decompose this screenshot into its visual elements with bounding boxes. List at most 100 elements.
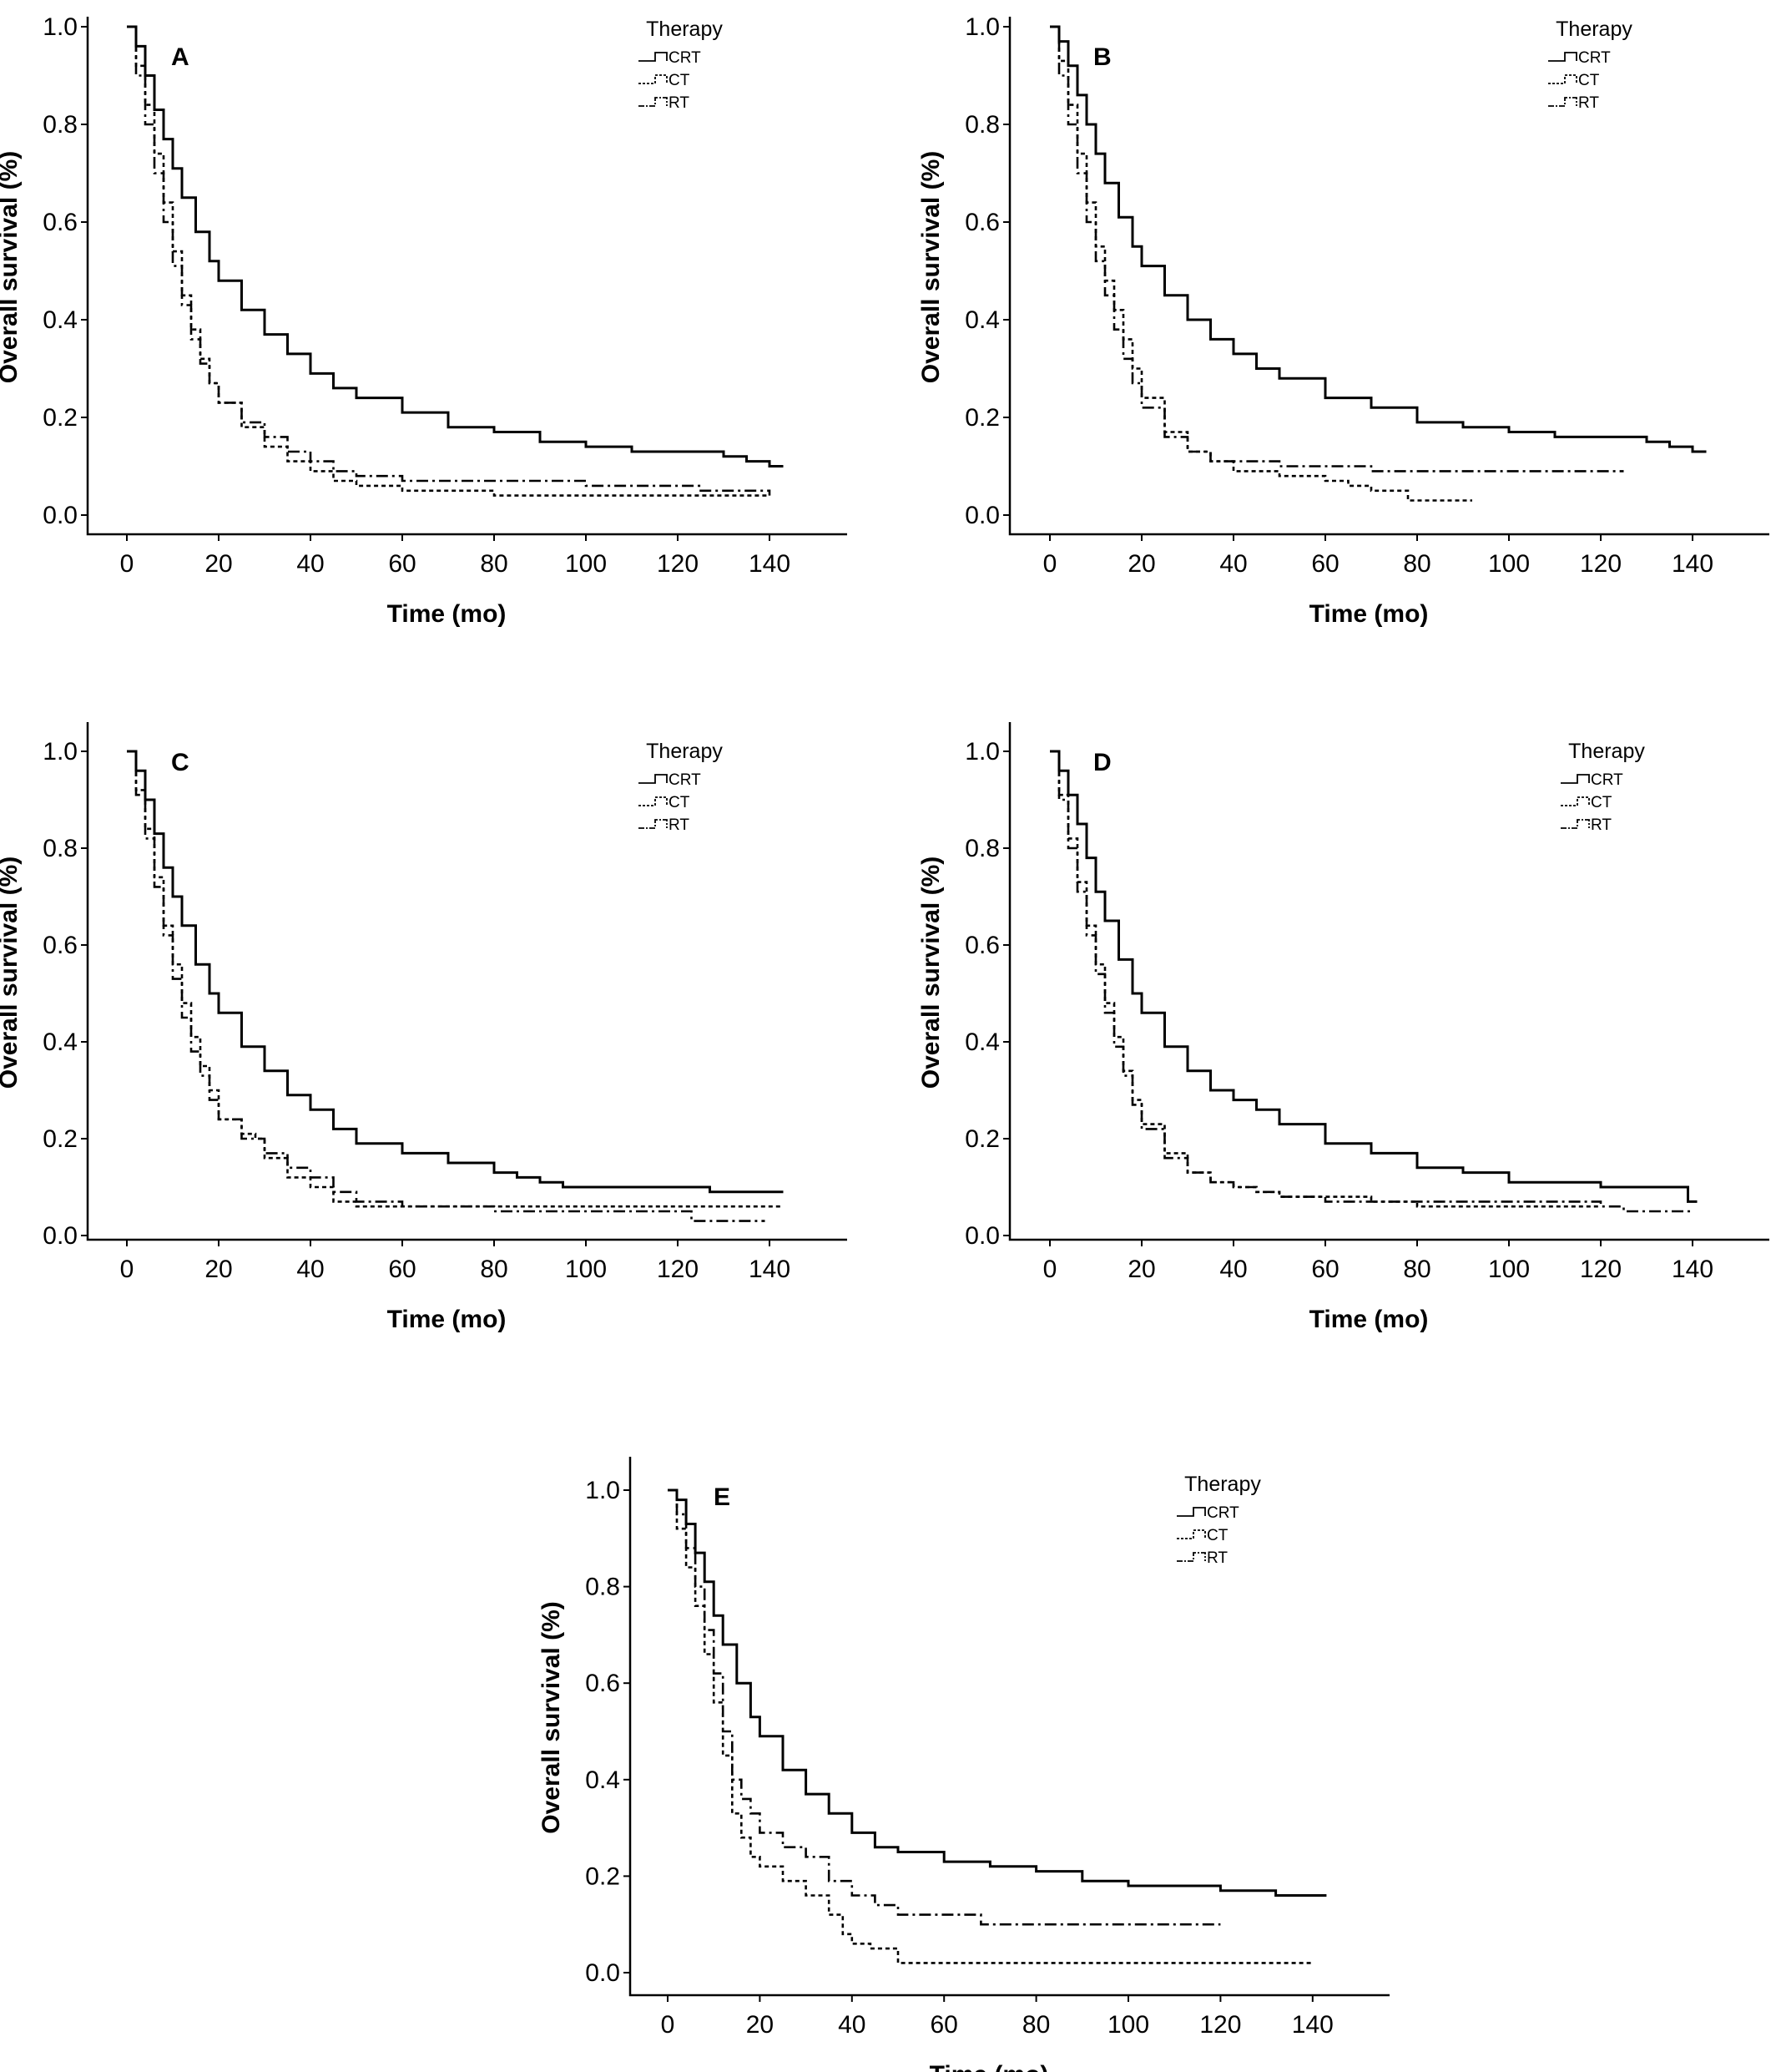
- y-tick-label: 0.4: [43, 1028, 78, 1056]
- y-tick-label: 1.0: [965, 13, 1000, 41]
- series-line-rt: [1050, 750, 1693, 1213]
- y-tick-label: 0.2: [43, 404, 78, 432]
- y-tick-label: 0.2: [585, 1862, 620, 1890]
- x-tick-label: 20: [204, 1256, 232, 1283]
- legend-label-crt: CRT: [1207, 1504, 1239, 1522]
- y-tick-label: 0.8: [965, 111, 1000, 139]
- x-axis-title: Time (mo): [387, 1306, 507, 1333]
- panel-b: 0.0 0.2 0.4 0.6 0.8 1.0 0 20 40 60 80 100 120 140 Time…: [917, 13, 1769, 628]
- legend-symbol-ct: [638, 74, 668, 84]
- series-line-rt: [127, 25, 771, 496]
- legend-label-rt: RT: [669, 816, 689, 834]
- series-line-rt: [668, 1488, 1221, 1926]
- y-axis-title: Overall survival (%): [917, 857, 945, 1089]
- x-axis-title: Time (mo): [1309, 1306, 1429, 1333]
- legend-symbol-rt: [638, 819, 668, 829]
- x-tick-label: 120: [1580, 550, 1622, 578]
- x-tick-label: 60: [388, 1256, 416, 1283]
- x-tick-label: 0: [1043, 1256, 1057, 1283]
- y-tick-label: 1.0: [585, 1477, 620, 1504]
- y-tick-label: 0.0: [965, 1222, 1000, 1250]
- y-tick-label: 1.0: [965, 738, 1000, 766]
- x-tick-label: 40: [1219, 550, 1247, 578]
- legend-symbol-crt: [638, 52, 668, 62]
- x-tick-label: 60: [388, 550, 416, 578]
- x-tick-label: 120: [1199, 2011, 1241, 2039]
- legend-label-crt: CRT: [1578, 49, 1611, 67]
- legend-label-crt: CRT: [1591, 771, 1623, 789]
- legend-symbol-ct: [1548, 74, 1577, 84]
- legend: Therapy CRT CT RT: [1561, 740, 1645, 834]
- panel-letter: E: [714, 1483, 730, 1511]
- x-tick-label: 100: [1488, 1256, 1530, 1283]
- x-tick-label: 0: [120, 1256, 134, 1283]
- y-tick-label: 0.8: [965, 835, 1000, 862]
- legend-title: Therapy: [646, 740, 723, 763]
- y-tick-label: 0.8: [585, 1574, 620, 1601]
- x-tick-label: 20: [204, 550, 232, 578]
- x-tick-label: 80: [480, 1256, 507, 1283]
- x-tick-label: 40: [838, 2011, 865, 2039]
- x-tick-label: 0: [1043, 550, 1057, 578]
- legend: Therapy CRT CT RT: [1177, 1473, 1261, 1567]
- panel-c: 0.0 0.2 0.4 0.6 0.8 1.0 0 20 40 60 80 100 120 140 Time…: [0, 722, 847, 1333]
- y-axis-title: Overall survival (%): [537, 1601, 565, 1833]
- y-tick-label: 0.8: [43, 111, 78, 139]
- y-tick-label: 0.2: [965, 404, 1000, 432]
- panel-letter: D: [1093, 749, 1112, 776]
- x-tick-label: 100: [565, 550, 607, 578]
- legend-label-crt: CRT: [669, 49, 701, 67]
- legend-label-rt: RT: [1207, 1549, 1228, 1567]
- legend: Therapy CRT CT RT: [638, 740, 723, 834]
- axis-frame: [1008, 722, 1769, 1241]
- panel-letter: A: [171, 43, 189, 71]
- y-tick-label: 0.6: [965, 932, 1000, 959]
- x-tick-label: 60: [1311, 1256, 1339, 1283]
- y-tick-label: 0.6: [585, 1670, 620, 1697]
- legend-symbol-ct: [1561, 796, 1590, 806]
- panel-e: 0.0 0.2 0.4 0.6 0.8 1.0 0 20 40 60 80 100 120 140 Time…: [537, 1457, 1390, 2072]
- legend-symbol-crt: [1548, 52, 1577, 62]
- x-tick-label: 60: [931, 2011, 958, 2039]
- series-line-crt: [127, 750, 784, 1194]
- legend-label-ct: CT: [1591, 794, 1612, 811]
- x-tick-label: 120: [657, 1256, 699, 1283]
- y-axis-title: Overall survival (%): [917, 151, 945, 383]
- y-tick-label: 0.0: [585, 1959, 620, 1987]
- y-tick-label: 0.2: [965, 1125, 1000, 1153]
- x-tick-label: 120: [1580, 1256, 1622, 1283]
- x-tick-label: 140: [749, 550, 790, 578]
- y-tick-label: 0.0: [965, 502, 1000, 529]
- x-tick-label: 20: [1128, 1256, 1155, 1283]
- x-tick-label: 60: [1311, 550, 1339, 578]
- y-tick-label: 0.4: [43, 306, 78, 334]
- legend-label-ct: CT: [1578, 72, 1600, 89]
- legend-label-ct: CT: [669, 72, 690, 89]
- series-line-crt: [668, 1488, 1327, 1897]
- series-line-rt: [1050, 25, 1624, 473]
- x-tick-label: 80: [1022, 2011, 1050, 2039]
- legend-symbol-rt: [638, 97, 668, 107]
- x-tick-label: 40: [296, 550, 324, 578]
- x-tick-label: 140: [749, 1256, 790, 1283]
- legend: Therapy CRT CT RT: [638, 18, 723, 112]
- x-tick-label: 100: [565, 1256, 607, 1283]
- series-line-ct: [1050, 25, 1472, 502]
- series-line-ct: [127, 25, 769, 497]
- axis-frame: [86, 722, 847, 1241]
- x-tick-label: 40: [1219, 1256, 1247, 1283]
- y-tick-label: 0.6: [965, 209, 1000, 236]
- legend-title: Therapy: [1556, 18, 1632, 41]
- y-tick-label: 0.8: [43, 835, 78, 862]
- panel-d: 0.0 0.2 0.4 0.6 0.8 1.0 0 20 40 60 80 100 120 140 Time…: [917, 722, 1769, 1333]
- legend-title: Therapy: [1184, 1473, 1261, 1496]
- y-tick-label: 0.4: [965, 306, 1000, 334]
- legend-symbol-rt: [1561, 819, 1590, 829]
- legend-symbol-rt: [1177, 1552, 1206, 1562]
- x-tick-label: 80: [1403, 550, 1430, 578]
- panel-letter: B: [1093, 43, 1112, 71]
- legend-symbol-crt: [1177, 1507, 1206, 1517]
- x-tick-label: 20: [746, 2011, 774, 2039]
- legend-symbol-ct: [638, 796, 668, 806]
